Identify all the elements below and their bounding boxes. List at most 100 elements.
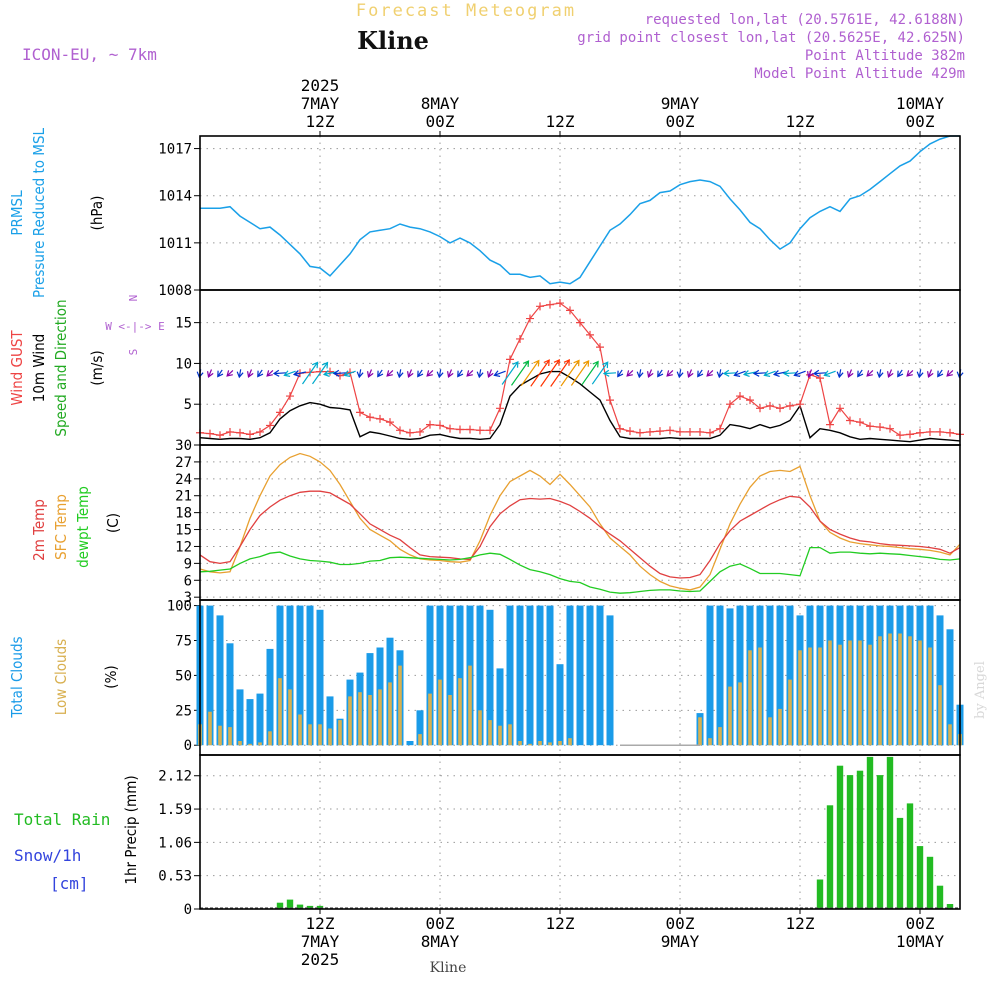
temperature-tick-label: 27: [175, 455, 192, 471]
time-label-bottom: 10MAY: [896, 932, 945, 951]
requested-coords: requested lon,lat (20.5761E, 42.6188N): [645, 12, 965, 28]
temperature-tick-label: 21: [175, 489, 192, 505]
cloud-low-bar: [348, 696, 352, 746]
precip-rain-bar: [856, 770, 864, 909]
cloud-low-bar: [548, 742, 552, 746]
model-label: ICON-EU, ~ 7km: [22, 45, 157, 64]
wind-gust-point: [536, 302, 544, 311]
cloud-low-bar: [948, 724, 952, 746]
wind-gust-point: [606, 396, 614, 405]
wind-gust-point: [736, 392, 744, 401]
cloud-low-bar: [378, 689, 382, 746]
temp-label-sfc: SFC Temp: [52, 494, 70, 560]
cloud-total-bar: [606, 615, 614, 746]
cloud-low-bar: [858, 640, 862, 746]
wind-gust-point: [576, 318, 584, 327]
wind-gust-point: [256, 427, 264, 436]
cloud-total-bar: [406, 741, 414, 746]
temperature-tick-label: 3: [184, 590, 192, 606]
time-label-top: 10MAY: [896, 94, 945, 113]
cloud-total-bar: [236, 689, 244, 746]
cloud-low-bar: [828, 640, 832, 746]
temp-label-dewpt: dewpt Temp: [74, 486, 92, 568]
pressure-line: [200, 135, 960, 285]
wind-gust-point: [646, 427, 654, 436]
cloud-low-bar: [438, 679, 442, 746]
cloud-low-bar: [458, 678, 462, 746]
wind-direction-arrow: [312, 361, 329, 385]
wind-gust-point: [636, 428, 644, 437]
wind-direction-arrow: [657, 369, 664, 378]
wind-gust-point: [506, 355, 514, 364]
precip-label-snow: Snow/1h: [14, 846, 81, 865]
wind-direction-arrow: [812, 369, 827, 377]
wind-gust-point: [246, 430, 254, 439]
time-label-bottom: 2025: [301, 950, 340, 969]
cloud-low-bar: [868, 644, 872, 746]
precip-label-unit: 1hr Precip (mm): [122, 775, 140, 884]
wind-gust-point: [866, 422, 874, 431]
wind-direction-arrow: [626, 369, 634, 377]
precip-rain-bar: [906, 803, 914, 909]
time-label-bottom: 9MAY: [661, 932, 700, 951]
cloud-total-bar: [216, 615, 224, 746]
wind-direction-arrow: [793, 370, 806, 377]
cloud-total-bar: [786, 605, 794, 746]
cloud-low-bar: [698, 717, 702, 746]
wind-gust-point: [586, 330, 594, 339]
temp-sfc-line: [199, 452, 961, 591]
cloud-low-bar: [428, 693, 432, 746]
wind-gust-point: [546, 300, 554, 309]
temp-dewpt-line: [199, 546, 961, 594]
cloud-total-bar: [326, 696, 334, 746]
wind-gust-point: [276, 408, 284, 417]
cloud-low-bar: [308, 724, 312, 746]
wind-direction-arrow: [493, 370, 506, 377]
wind-label-10m: 10m Wind: [30, 334, 48, 403]
wind-gust-point: [406, 428, 414, 437]
wind-gust-point: [426, 420, 434, 429]
time-label-top: 00Z: [666, 112, 695, 131]
wind-direction-arrow: [937, 369, 944, 378]
cloud-low-bar: [278, 678, 282, 746]
clouds-tick-label: 50: [175, 668, 192, 684]
cloud-low-bar: [208, 711, 212, 746]
point-altitude: Point Altitude 382m: [805, 48, 965, 64]
clouds-label-low: Low Clouds: [52, 639, 70, 715]
clouds-label-unit: (%): [102, 665, 120, 688]
cloud-low-bar: [558, 741, 562, 746]
wind-tick-label: 15: [175, 316, 192, 332]
cloud-low-bar: [498, 725, 502, 746]
wind-gust-point: [936, 427, 944, 436]
wind-direction-arrow: [916, 369, 924, 379]
pressure-label-unit: (hPa): [88, 196, 106, 231]
precip-rain-bar: [946, 904, 954, 909]
cloud-total-bar: [736, 605, 744, 746]
wind-direction-arrow: [636, 369, 644, 379]
wind-gust-point: [566, 306, 574, 315]
wind-direction-arrow: [466, 369, 474, 377]
cloud-low-bar: [938, 685, 942, 746]
wind-direction-arrow: [457, 369, 464, 378]
time-label-bottom: 00Z: [426, 914, 455, 933]
wind-direction-arrow: [752, 369, 767, 377]
wind-gust-point: [666, 426, 674, 435]
wind-direction-arrow: [501, 360, 519, 385]
cloud-total-bar: [446, 605, 454, 746]
precip-tick-label: 1.06: [158, 835, 192, 851]
cloud-total-bar: [706, 605, 714, 746]
wind-direction-arrow: [733, 370, 746, 377]
wind-gust-point: [856, 418, 864, 427]
grid-point-coords: grid point closest lon,lat (20.5625E, 42…: [577, 30, 965, 46]
wind-direction-arrow: [763, 370, 776, 377]
wind-direction-arrow: [226, 369, 234, 377]
wind-gust-point: [526, 314, 534, 323]
clouds-label-total: Total Clouds: [8, 636, 26, 718]
wind-gust-point: [896, 431, 904, 440]
clouds-tick-label: 25: [175, 703, 192, 719]
wind-direction-arrow: [676, 369, 684, 379]
wind-direction-arrow: [887, 369, 894, 378]
wind-gust-point: [616, 424, 624, 433]
temperature-tick-label: 18: [175, 506, 192, 522]
cloud-low-bar: [258, 742, 262, 746]
